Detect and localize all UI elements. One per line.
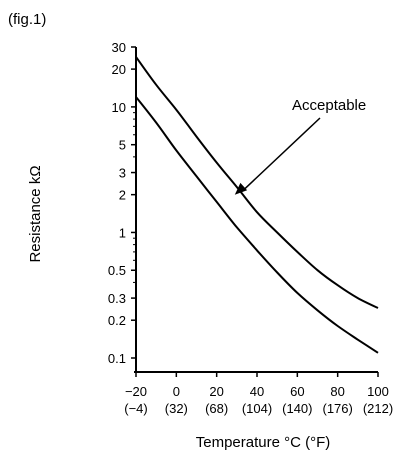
y-tick-label: 0.1 bbox=[108, 351, 126, 366]
x-tick-label-fahrenheit: (176) bbox=[322, 401, 352, 416]
x-tick-label-fahrenheit: (68) bbox=[205, 401, 228, 416]
y-tick-label: 30 bbox=[112, 40, 126, 55]
y-axis-ticks: 30 20 10 5 3 2 1 0.5 0.3 0.2 0.1 bbox=[108, 40, 136, 366]
y-tick-label: 0.5 bbox=[108, 263, 126, 278]
x-tick-label-celsius: 0 bbox=[173, 384, 180, 399]
curve-lower bbox=[135, 96, 379, 354]
y-tick-label: 10 bbox=[112, 100, 126, 115]
x-tick-label-fahrenheit: (212) bbox=[363, 401, 393, 416]
figure-label: (fig.1) bbox=[8, 11, 46, 28]
plot-axes bbox=[134, 47, 378, 373]
x-tick-label-celsius: 100 bbox=[367, 384, 389, 399]
y-tick-label: 2 bbox=[119, 188, 126, 203]
x-tick-label-celsius: 80 bbox=[330, 384, 344, 399]
y-tick-label: 1 bbox=[119, 225, 126, 240]
x-tick-label-fahrenheit: (32) bbox=[165, 401, 188, 416]
x-tick-label-fahrenheit: (−4) bbox=[124, 401, 147, 416]
y-tick-label: 20 bbox=[112, 62, 126, 77]
x-axis-ticks: −20 (−4) 0 (32) 20 (68) 40 (104) 60 (140) 80 (176) 1… bbox=[124, 372, 393, 416]
x-tick-label-celsius: 60 bbox=[290, 384, 304, 399]
y-tick-label: 5 bbox=[119, 138, 126, 153]
x-tick-label-celsius: 40 bbox=[250, 384, 264, 399]
curve-upper bbox=[135, 56, 379, 309]
annotation-arrow-line bbox=[242, 117, 321, 192]
y-tick-label: 0.2 bbox=[108, 313, 126, 328]
x-tick-label-fahrenheit: (104) bbox=[242, 401, 272, 416]
x-tick-label-celsius: 20 bbox=[209, 384, 223, 399]
data-series bbox=[135, 56, 379, 354]
x-tick-label-celsius: −20 bbox=[125, 384, 147, 399]
annotation-acceptable: Acceptable bbox=[292, 97, 366, 114]
y-tick-label: 3 bbox=[119, 166, 126, 181]
y-axis-label: Resistance kΩ bbox=[27, 165, 44, 262]
annotation-arrow-head bbox=[234, 182, 248, 195]
annotations: Acceptable bbox=[234, 97, 366, 195]
y-tick-label: 0.3 bbox=[108, 291, 126, 306]
x-tick-label-fahrenheit: (140) bbox=[282, 401, 312, 416]
x-axis-label: Temperature °C (°F) bbox=[196, 434, 331, 451]
